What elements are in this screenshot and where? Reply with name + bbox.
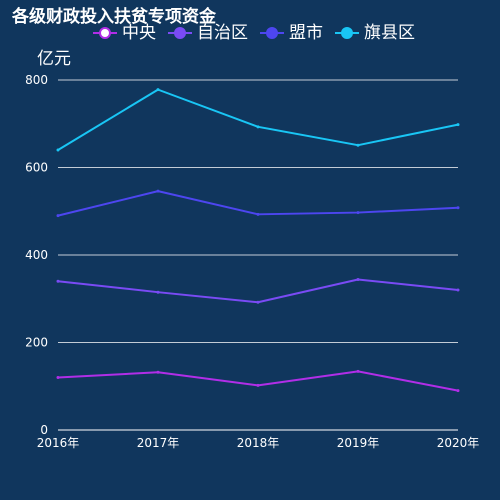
data-point[interactable] [156,189,160,193]
axes: 0 200 400 600 800 2016年 2017年 2018年 2019年 2020年 [25,73,479,450]
data-point[interactable] [156,88,160,92]
legend: 中央 自治区 盟市 旗县区 [93,22,427,44]
legend-label-zizhiqu: 自治区 [197,23,248,43]
legend-swatch-mengshi [260,27,284,39]
data-point[interactable] [256,125,260,129]
data-point[interactable] [356,211,360,215]
data-point[interactable] [456,288,460,292]
data-point[interactable] [256,383,260,387]
legend-label-qixianqu: 旗县区 [364,23,415,43]
series-line [57,190,459,217]
data-point[interactable] [356,143,360,147]
data-point[interactable] [56,279,60,283]
data-point[interactable] [156,290,160,294]
series-0 [56,369,460,393]
data-point[interactable] [456,389,460,393]
legend-swatch-zizhiqu [168,27,192,39]
series-2 [56,189,460,218]
data-point[interactable] [256,212,260,216]
x-tick-label: 2018年 [237,436,280,450]
data-point[interactable] [156,370,160,374]
y-tick-label: 200 [25,336,48,350]
y-axis-unit-label: 亿元 [37,49,71,69]
legend-item-qixianqu[interactable]: 旗县区 [335,22,415,44]
legend-item-mengshi[interactable]: 盟市 [260,22,323,44]
series-1 [56,278,460,304]
y-tick-label: 400 [25,248,48,262]
x-tick-label: 2016年 [37,436,80,450]
x-tick-label: 2020年 [437,436,480,450]
legend-swatch-qixianqu [335,27,359,39]
series-lines [56,88,460,393]
data-point[interactable] [356,369,360,373]
series-line [57,278,459,304]
data-point[interactable] [356,278,360,281]
y-tick-label: 0 [40,423,48,437]
x-tick-label: 2019年 [337,436,380,450]
chart-title: 各级财政投入扶贫专项资金 [12,7,216,27]
x-tick-label: 2017年 [137,436,180,450]
data-point[interactable] [456,123,460,127]
data-point[interactable] [456,206,460,210]
data-point[interactable] [56,376,60,379]
data-point[interactable] [256,300,260,304]
series-line [57,88,459,151]
y-tick-label: 800 [25,73,48,87]
data-point[interactable] [56,148,60,152]
y-tick-label: 600 [25,161,48,175]
legend-label-mengshi: 盟市 [289,23,323,43]
series-line [57,370,459,392]
legend-swatch-zhongyang [93,27,117,39]
legend-item-zhongyang[interactable]: 中央 [93,22,156,44]
legend-label-zhongyang: 中央 [122,23,156,43]
legend-item-zizhiqu[interactable]: 自治区 [168,22,248,44]
series-3 [56,88,460,152]
data-point[interactable] [56,214,60,218]
gridlines [58,79,458,343]
